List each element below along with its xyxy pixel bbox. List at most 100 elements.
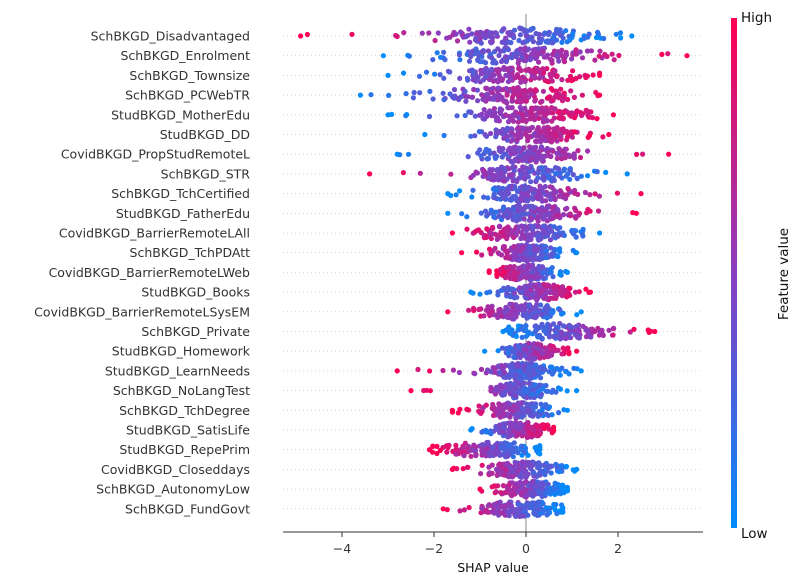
shap-point bbox=[540, 366, 546, 372]
shap-point bbox=[457, 188, 463, 194]
shap-point bbox=[492, 245, 498, 251]
shap-point bbox=[483, 74, 489, 80]
shap-point bbox=[569, 134, 576, 140]
shap-point bbox=[506, 474, 512, 480]
feature-point-row bbox=[449, 459, 580, 480]
shap-point bbox=[489, 309, 495, 315]
shap-point bbox=[552, 486, 558, 492]
shap-point bbox=[456, 52, 462, 58]
shap-point bbox=[456, 369, 462, 376]
shap-point bbox=[578, 309, 584, 315]
shap-point bbox=[424, 387, 430, 393]
shap-point bbox=[445, 68, 451, 74]
shap-point bbox=[522, 157, 528, 163]
shap-point bbox=[472, 133, 478, 139]
shap-point bbox=[529, 34, 535, 40]
shap-point bbox=[500, 213, 507, 219]
shap-point bbox=[580, 232, 586, 238]
feature-labels: SchBKGD_Disadvantaged SchBKGD_Enrolment Sc… bbox=[34, 29, 251, 517]
shap-point bbox=[529, 411, 535, 417]
shap-point bbox=[501, 369, 507, 375]
shap-point bbox=[519, 414, 525, 420]
shap-point bbox=[507, 364, 513, 370]
shap-point bbox=[527, 169, 533, 175]
shap-point bbox=[501, 446, 507, 453]
shap-point bbox=[517, 373, 523, 379]
shap-point bbox=[540, 49, 546, 55]
shap-point bbox=[513, 157, 519, 163]
shap-point bbox=[400, 170, 406, 176]
shap-point bbox=[541, 174, 547, 180]
shap-point bbox=[505, 66, 511, 72]
shap-point bbox=[638, 191, 644, 197]
shap-point bbox=[484, 509, 490, 515]
feature-point-row bbox=[445, 183, 644, 204]
shap-point bbox=[451, 29, 457, 35]
shap-point bbox=[537, 447, 543, 453]
shap-point bbox=[525, 198, 531, 204]
shap-point bbox=[533, 138, 539, 144]
shap-point bbox=[487, 167, 493, 173]
shap-point bbox=[529, 500, 536, 506]
shap-point bbox=[533, 266, 539, 272]
shap-point bbox=[526, 381, 533, 387]
shap-point bbox=[539, 134, 545, 140]
shap-point bbox=[549, 265, 555, 271]
shap-point bbox=[528, 281, 534, 288]
shap-point bbox=[465, 154, 471, 160]
shap-point bbox=[544, 485, 551, 491]
shap-point bbox=[543, 255, 549, 261]
shap-point bbox=[451, 95, 457, 101]
shap-point bbox=[505, 47, 511, 53]
shap-point bbox=[492, 369, 498, 375]
shap-point bbox=[477, 147, 483, 153]
shap-point bbox=[498, 48, 504, 54]
shap-point bbox=[563, 173, 569, 179]
shap-point bbox=[543, 405, 550, 411]
shap-point bbox=[506, 255, 512, 261]
shap-point bbox=[544, 267, 550, 273]
shap-point bbox=[565, 134, 571, 140]
shap-point bbox=[460, 445, 466, 451]
shap-point bbox=[512, 150, 518, 156]
feature-point-row bbox=[385, 104, 617, 125]
shap-point bbox=[469, 31, 475, 37]
shap-point bbox=[522, 105, 528, 111]
shap-point bbox=[551, 368, 557, 374]
shap-point bbox=[497, 129, 503, 135]
shap-point bbox=[442, 57, 448, 63]
shap-point bbox=[564, 407, 571, 413]
shap-point bbox=[501, 374, 507, 380]
shap-point bbox=[512, 215, 518, 222]
shap-point bbox=[585, 134, 591, 140]
shap-point bbox=[525, 174, 532, 180]
shap-point bbox=[559, 293, 565, 299]
shap-point bbox=[584, 108, 591, 114]
shap-point bbox=[445, 210, 451, 216]
shap-point bbox=[564, 294, 570, 300]
shap-point bbox=[557, 170, 563, 176]
shap-point bbox=[514, 481, 520, 487]
shap-point bbox=[539, 485, 546, 491]
shap-point bbox=[438, 54, 444, 60]
shap-point bbox=[550, 333, 557, 340]
shap-point bbox=[472, 371, 478, 377]
shap-point bbox=[511, 403, 517, 409]
shap-point bbox=[468, 51, 474, 57]
shap-point bbox=[528, 431, 535, 437]
shap-point bbox=[520, 225, 527, 232]
shap-point bbox=[530, 392, 536, 398]
shap-point bbox=[519, 410, 525, 416]
shap-point bbox=[553, 170, 559, 176]
shap-point bbox=[453, 442, 459, 448]
shap-point bbox=[464, 406, 470, 412]
x-axis-ticks: −4 −2 0 2 bbox=[333, 532, 622, 556]
shap-point bbox=[521, 327, 528, 334]
feature-point-row bbox=[482, 340, 580, 362]
shap-point bbox=[534, 127, 540, 133]
shap-point bbox=[573, 215, 579, 221]
shap-point bbox=[506, 172, 513, 178]
shap-point bbox=[544, 346, 550, 352]
shap-point bbox=[515, 60, 521, 66]
shap-point bbox=[529, 91, 535, 97]
